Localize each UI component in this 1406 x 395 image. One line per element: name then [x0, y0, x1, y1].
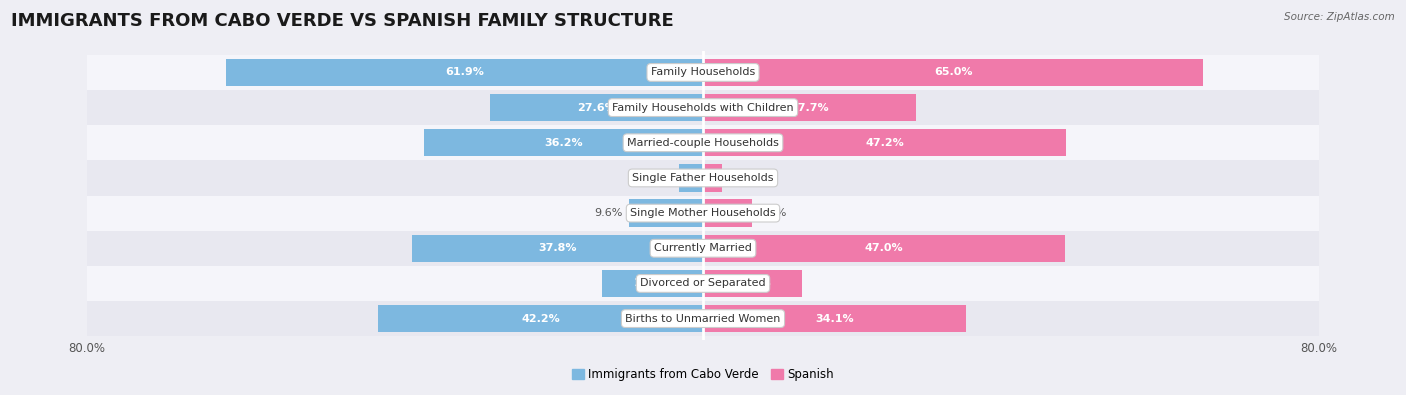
- Text: Family Households with Children: Family Households with Children: [612, 103, 794, 113]
- Bar: [425, 129, 703, 156]
- Text: 61.9%: 61.9%: [446, 68, 484, 77]
- Text: Family Households: Family Households: [651, 68, 755, 77]
- Text: 65.0%: 65.0%: [934, 68, 973, 77]
- Text: 37.8%: 37.8%: [538, 243, 576, 253]
- Bar: [703, 199, 752, 227]
- Bar: [226, 59, 703, 86]
- Text: 47.0%: 47.0%: [865, 243, 903, 253]
- Text: Currently Married: Currently Married: [654, 243, 752, 253]
- Bar: [378, 305, 703, 332]
- Text: 27.6%: 27.6%: [578, 103, 616, 113]
- Bar: [703, 59, 1204, 86]
- Text: 12.8%: 12.8%: [733, 278, 772, 288]
- Text: 42.2%: 42.2%: [522, 314, 560, 324]
- Bar: [703, 235, 1064, 262]
- Text: 36.2%: 36.2%: [544, 138, 583, 148]
- Bar: [703, 305, 966, 332]
- Bar: [602, 270, 703, 297]
- Bar: [87, 231, 1319, 266]
- Bar: [703, 164, 723, 192]
- Bar: [703, 94, 917, 121]
- Text: IMMIGRANTS FROM CABO VERDE VS SPANISH FAMILY STRUCTURE: IMMIGRANTS FROM CABO VERDE VS SPANISH FA…: [11, 12, 673, 30]
- Text: Divorced or Separated: Divorced or Separated: [640, 278, 766, 288]
- Text: Single Mother Households: Single Mother Households: [630, 208, 776, 218]
- Bar: [87, 160, 1319, 196]
- Bar: [412, 235, 703, 262]
- Text: 3.1%: 3.1%: [645, 173, 673, 183]
- Text: 27.7%: 27.7%: [790, 103, 830, 113]
- Legend: Immigrants from Cabo Verde, Spanish: Immigrants from Cabo Verde, Spanish: [567, 363, 839, 386]
- Bar: [87, 125, 1319, 160]
- Bar: [628, 199, 703, 227]
- Bar: [87, 90, 1319, 125]
- Bar: [703, 129, 1066, 156]
- Text: Births to Unmarried Women: Births to Unmarried Women: [626, 314, 780, 324]
- Bar: [87, 196, 1319, 231]
- Bar: [679, 164, 703, 192]
- Bar: [703, 270, 801, 297]
- Text: 6.4%: 6.4%: [758, 208, 787, 218]
- Bar: [87, 301, 1319, 336]
- Text: 34.1%: 34.1%: [815, 314, 853, 324]
- Text: Source: ZipAtlas.com: Source: ZipAtlas.com: [1284, 12, 1395, 22]
- Bar: [87, 55, 1319, 90]
- Text: 2.5%: 2.5%: [728, 173, 756, 183]
- Bar: [87, 266, 1319, 301]
- Text: 9.6%: 9.6%: [595, 208, 623, 218]
- Bar: [491, 94, 703, 121]
- Text: 47.2%: 47.2%: [865, 138, 904, 148]
- Text: Single Father Households: Single Father Households: [633, 173, 773, 183]
- Text: 13.1%: 13.1%: [633, 278, 672, 288]
- Text: Married-couple Households: Married-couple Households: [627, 138, 779, 148]
